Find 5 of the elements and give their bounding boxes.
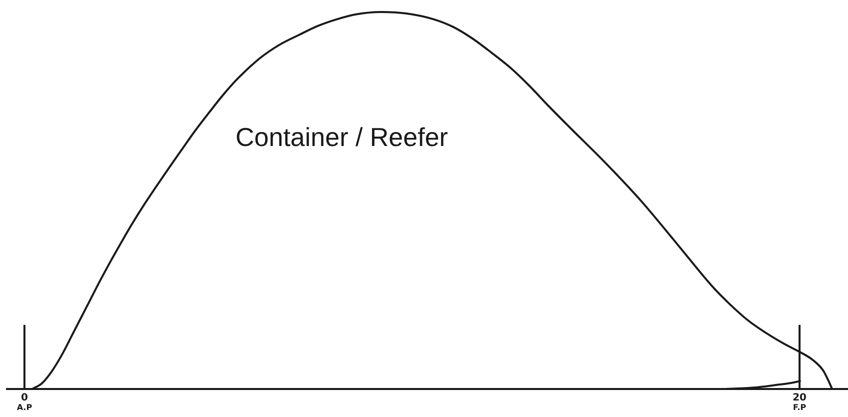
ref-line-label: F.P [792, 403, 806, 412]
ref-line-label: A.P [16, 403, 32, 412]
x-tick-label: 0 [20, 392, 28, 404]
x-tick-label: 20 [792, 392, 807, 404]
series-label: Container / Reefer [235, 122, 448, 152]
